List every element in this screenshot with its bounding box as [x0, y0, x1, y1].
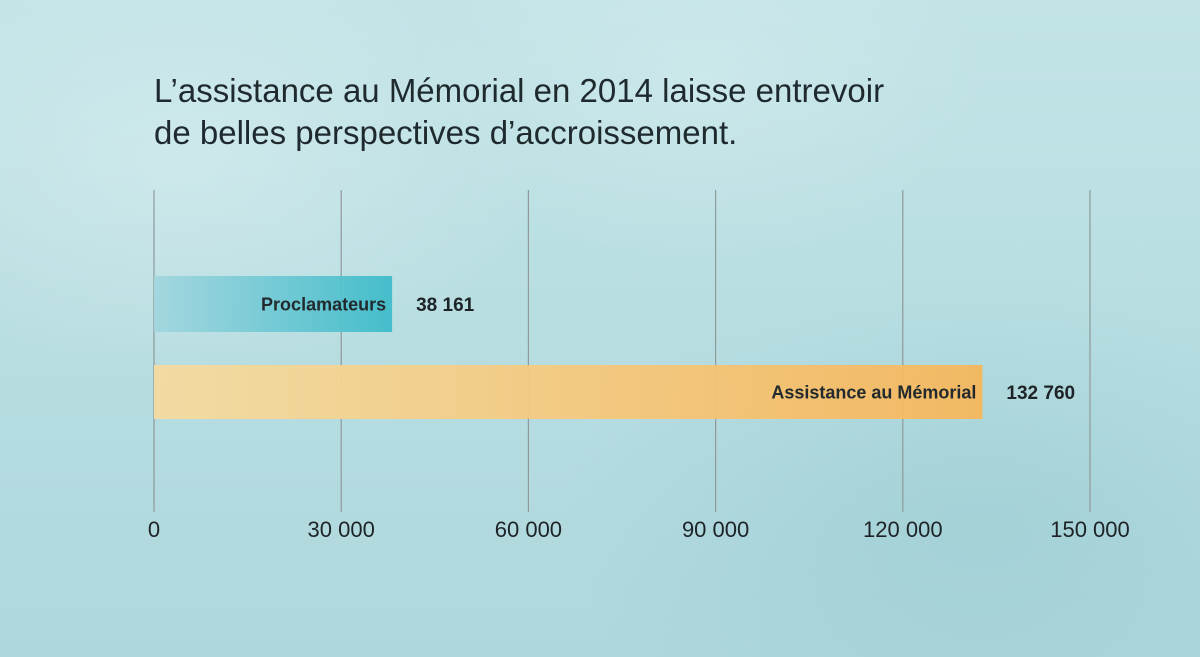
chart-title-line-1: L’assistance au Mémorial en 2014 laisse …	[154, 72, 885, 109]
bar-category-label: Assistance au Mémorial	[771, 383, 976, 403]
chart-title-line-2: de belles perspectives d’accroissement.	[154, 114, 738, 151]
x-tick-label: 60 000	[495, 517, 562, 542]
bar-value-label: 132 760	[1006, 383, 1075, 404]
x-tick-label: 150 000	[1050, 517, 1130, 542]
x-tick-label: 30 000	[308, 517, 375, 542]
bar-proclamateurs	[154, 276, 393, 332]
x-axis-tick-labels: 0 30 000 60 000 90 000 120 000 150 000	[148, 517, 1130, 542]
bar-value-label: 38 161	[416, 295, 475, 316]
bar-assistance-memorial	[154, 365, 983, 419]
chart-title: L’assistance au Mémorial en 2014 laisse …	[154, 70, 1054, 154]
bar-category-label: Proclamateurs	[261, 295, 386, 315]
x-tick-label: 0	[148, 517, 160, 542]
bars: Proclamateurs 38 161 Assistance au Mémoria…	[154, 276, 1075, 419]
x-tick-label: 90 000	[682, 517, 749, 542]
x-tick-label: 120 000	[863, 517, 943, 542]
gridlines	[153, 190, 1091, 512]
